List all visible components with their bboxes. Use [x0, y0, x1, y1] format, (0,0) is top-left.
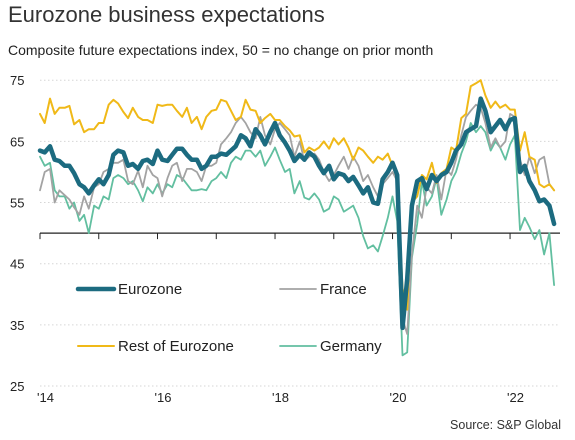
series-line-rest-of-eurozone [39, 79, 556, 311]
x-tick-label: '14 [37, 390, 54, 405]
source-note: Source: S&P Global [450, 418, 561, 432]
x-tick-label: '16 [155, 390, 172, 405]
y-tick-label: 55 [10, 196, 24, 211]
series-line-eurozone [37, 96, 557, 331]
x-tick-label: '20 [390, 390, 407, 405]
legend-label-germany: Germany [320, 338, 382, 355]
chart-title: Eurozone business expectations [8, 2, 325, 27]
x-tick-label: '18 [272, 390, 289, 405]
grid-lines [40, 79, 560, 387]
x-tick-label: '22 [507, 390, 524, 405]
legend: Eurozone France Rest of Eurozone Germany [75, 281, 382, 355]
legend-label-france: France [320, 281, 367, 298]
legend-label-eurozone: Eurozone [118, 281, 182, 298]
chart-subtitle: Composite future expectations index, 50 … [8, 42, 434, 58]
y-tick-label: 65 [10, 134, 24, 149]
y-tick-label: 35 [10, 318, 24, 333]
series-line-france [39, 103, 555, 335]
legend-label-rest-of-eurozone: Rest of Eurozone [118, 338, 234, 355]
y-tick-label: 75 [10, 73, 24, 88]
series-lines [37, 79, 557, 357]
y-axis: 25 35 45 55 65 75 [10, 73, 24, 394]
y-tick-label: 25 [10, 379, 24, 394]
y-tick-label: 45 [10, 257, 24, 272]
x-axis: '14 '16 '18 '20 '22 [37, 232, 560, 405]
